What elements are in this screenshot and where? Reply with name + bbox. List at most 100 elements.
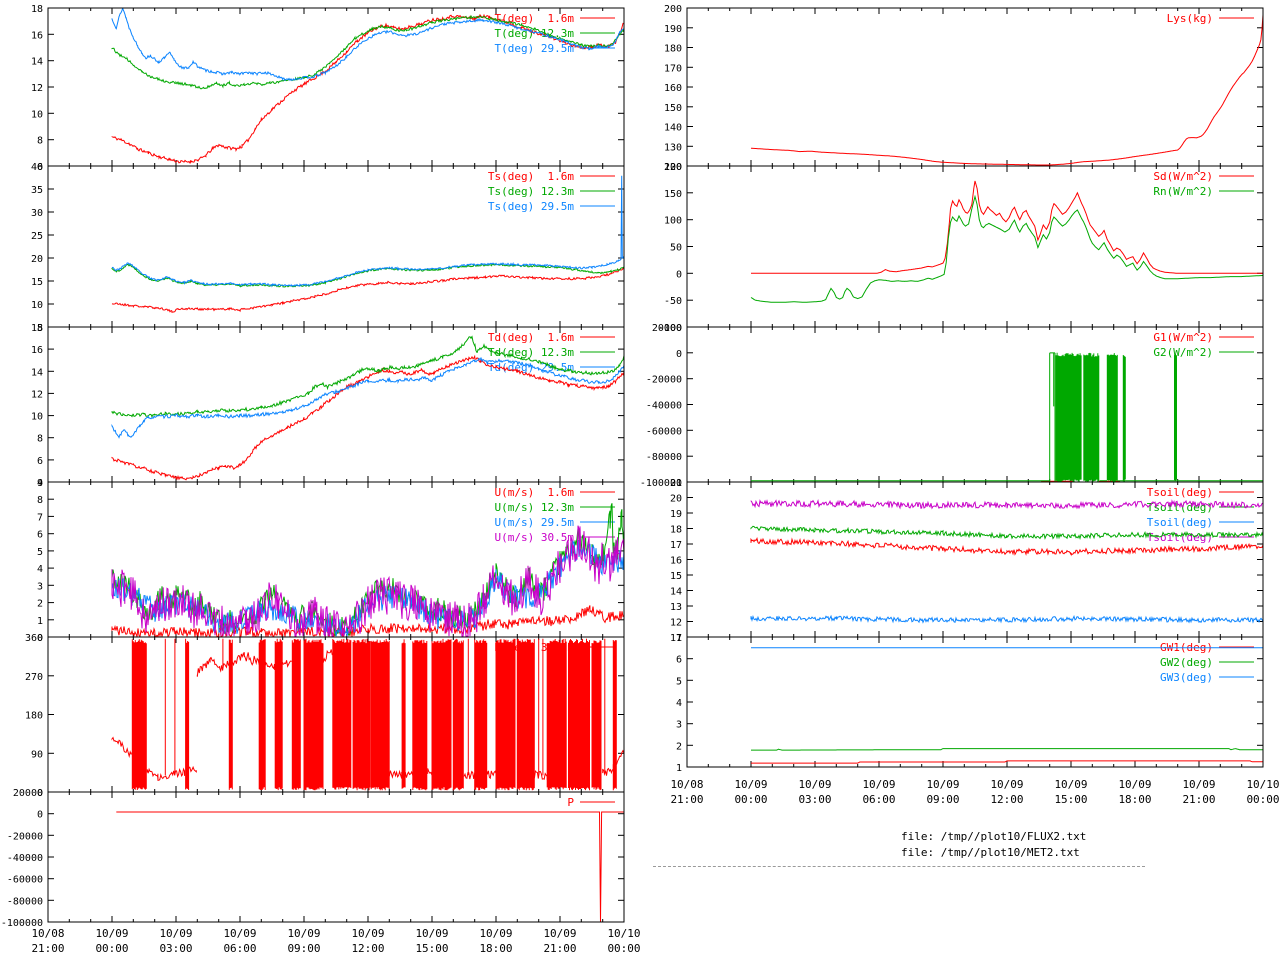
x-tick-label-date: 10/09	[415, 927, 448, 940]
y-tick-label: 120	[664, 162, 682, 173]
legend-label: G2(W/m^2)	[1153, 346, 1213, 359]
y-tick-label: 12	[31, 83, 43, 94]
series-group	[751, 647, 1263, 764]
y-tick-label: 4	[676, 698, 682, 709]
x-tick-label-time: 00:00	[95, 942, 128, 955]
x-tick-label-time: 06:00	[223, 942, 256, 955]
x-tick-label-date: 10/08	[31, 927, 64, 940]
y-tick-label: 14	[31, 367, 43, 378]
y-tick-label: 130	[664, 142, 682, 153]
legend-label: GW3(deg)	[1160, 671, 1213, 684]
y-tick-label: 16	[31, 345, 43, 356]
x-tick-label-time: 15:00	[415, 942, 448, 955]
legend-label: T(deg) 29.5m	[495, 42, 575, 55]
x-tick-label-time: 21:00	[543, 942, 576, 955]
footer-file-line-2: file: /tmp//plot10/MET2.txt	[901, 846, 1080, 859]
panel-GW: 1234567GW1(deg)GW2(deg)GW3(deg)10/0821:0…	[670, 633, 1279, 806]
panel-Rad: -100 -50 0 50 100 150 200 Sd(W/m^2) Rn(W/m^2)	[658, 162, 1264, 334]
y-tick-label: 200	[664, 162, 682, 173]
y-tick-label: 17	[670, 540, 682, 551]
panel-U: 0 1 2 3 4 5 6 7 8 9 U(m/s) 1.6m U(m/s) 12.3m U(m/s) …	[37, 478, 625, 644]
x-tick-label-date: 10/09	[862, 778, 895, 791]
y-tick-label: 0	[676, 349, 682, 360]
y-tick-label: 5	[37, 323, 43, 334]
legend-label: U(m/s) 12.3m	[495, 501, 575, 514]
series-group	[750, 499, 1263, 624]
series-group	[111, 638, 624, 791]
y-tick-label: 20000	[13, 788, 43, 799]
y-tick-label: 19	[670, 509, 682, 520]
legend-label: T(deg) 1.6m	[495, 12, 575, 25]
x-tick-label-time: 00:00	[607, 942, 640, 955]
x-tick-label-date: 10/09	[351, 927, 384, 940]
y-tick-label: 160	[664, 83, 682, 94]
y-tick-label: 180	[664, 44, 682, 55]
y-tick-label: 20000	[652, 323, 682, 334]
x-tick-label-time: 03:00	[159, 942, 192, 955]
dashed-separator	[653, 866, 1145, 867]
y-tick-label: 200	[664, 4, 682, 15]
y-tick-label: 1	[37, 616, 43, 627]
x-tick-label-date: 10/10	[607, 927, 640, 940]
y-tick-label: 190	[664, 24, 682, 35]
x-tick-label-time: 18:00	[1118, 793, 1151, 806]
y-tick-label: 1	[676, 763, 682, 774]
y-tick-label: 10	[31, 109, 43, 120]
legend-label: GW2(deg)	[1160, 656, 1213, 669]
y-tick-label: -60000	[646, 426, 682, 437]
y-tick-label: -100000	[640, 478, 682, 489]
y-tick-label: 13	[670, 602, 682, 613]
y-tick-label: 15	[670, 571, 682, 582]
x-tick-label-time: 00:00	[734, 793, 767, 806]
y-tick-label: 15	[31, 277, 43, 288]
x-tick-label-date: 10/09	[990, 778, 1023, 791]
y-tick-label: 18	[670, 525, 682, 536]
y-tick-label: 180	[25, 711, 43, 722]
y-tick-label: -80000	[7, 896, 43, 907]
y-tick-label: 14	[670, 587, 682, 598]
y-tick-label: 3	[37, 581, 43, 592]
legend-label: Rn(W/m^2)	[1153, 185, 1213, 198]
legend-label: Tsoil(deg)	[1147, 486, 1213, 499]
x-tick-label-time: 09:00	[926, 793, 959, 806]
y-tick-label: -100	[658, 323, 682, 334]
x-tick-label-date: 10/09	[543, 927, 576, 940]
panel-Ts: 5 10 15 20 25 30 35 40 Ts(deg) 1.6m Ts(deg) 12.3m…	[31, 162, 625, 334]
y-tick-label: 6	[37, 530, 43, 541]
legend-label: U(m/s) 29.5m	[495, 516, 575, 529]
x-tick-label-time: 21:00	[31, 942, 64, 955]
y-tick-label: 20	[670, 494, 682, 505]
x-tick-label-date: 10/09	[798, 778, 831, 791]
panel-Lys: 120 130 140 150 160 170 180 190 200 Lys(kg)	[664, 4, 1264, 173]
y-tick-label: 30	[31, 208, 43, 219]
series-group	[111, 175, 624, 313]
y-tick-label: 7	[37, 512, 43, 523]
y-tick-label: 20	[31, 254, 43, 265]
y-tick-label: 16	[670, 556, 682, 567]
y-tick-label: -40000	[646, 401, 682, 412]
y-tick-label: 9	[37, 478, 43, 489]
legend-label: U(m/s) 1.6m	[495, 486, 575, 499]
y-tick-label: 6	[37, 456, 43, 467]
y-tick-label: 7	[676, 633, 682, 644]
legend-label: Sd(W/m^2)	[1153, 170, 1213, 183]
panel-P: -100000-80000-60000-40000-20000020000P10…	[1, 788, 641, 955]
x-tick-label-time: 09:00	[287, 942, 320, 955]
y-tick-label: 140	[664, 123, 682, 134]
x-tick-label-date: 10/09	[926, 778, 959, 791]
y-tick-label: 6	[676, 655, 682, 666]
footer-file-line-1: file: /tmp//plot10/FLUX2.txt	[901, 830, 1087, 843]
x-tick-label-date: 10/09	[223, 927, 256, 940]
x-tick-label-time: 06:00	[862, 793, 895, 806]
series-group	[750, 14, 1263, 166]
y-tick-label: 21	[670, 478, 682, 489]
y-tick-label: 3	[676, 720, 682, 731]
x-tick-label-time: 12:00	[351, 942, 384, 955]
y-tick-label: 0	[37, 810, 43, 821]
legend-label: Ts(deg) 29.5m	[488, 200, 574, 213]
x-tick-label-date: 10/09	[95, 927, 128, 940]
